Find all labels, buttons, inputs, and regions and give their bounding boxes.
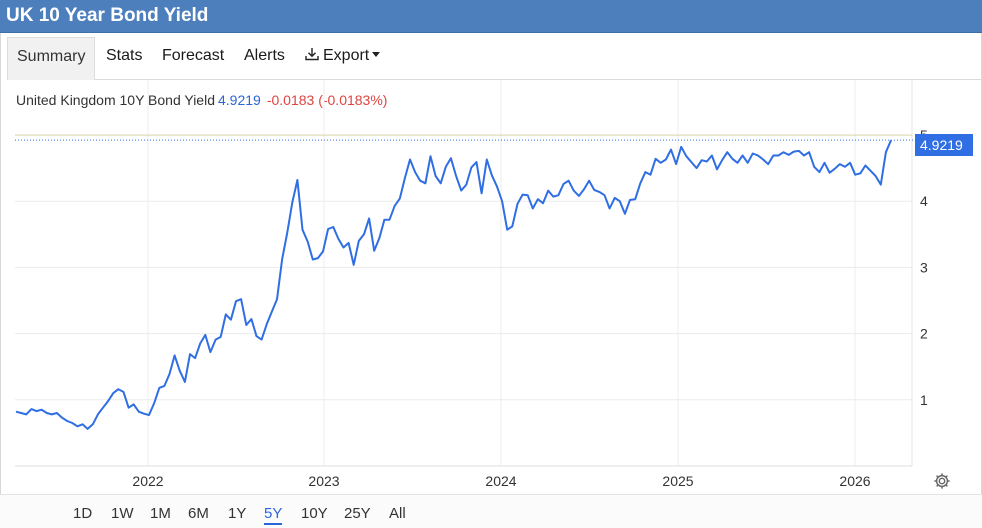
- tab-bar: Summary Stats Forecast Alerts Export: [7, 37, 982, 80]
- range-10y-button[interactable]: 10Y: [301, 505, 328, 522]
- x-axis-ticks: 2022 2023 2024 2025 2026: [132, 473, 870, 489]
- x-tick-label: 2026: [839, 473, 870, 489]
- y-tick-label: 1: [920, 392, 928, 408]
- x-tick-label: 2023: [308, 473, 339, 489]
- y-axis-ticks: 12345: [920, 127, 928, 408]
- x-tick-label: 2024: [485, 473, 516, 489]
- range-1d-button[interactable]: 1D: [73, 505, 93, 522]
- chart-series: [15, 134, 915, 430]
- export-dropdown[interactable]: Export: [304, 37, 381, 80]
- range-1m-button[interactable]: 1M: [150, 505, 171, 522]
- range-6m-button[interactable]: 6M: [188, 505, 209, 522]
- range-all-button[interactable]: All: [389, 505, 406, 522]
- range-1w-button[interactable]: 1W: [111, 505, 134, 522]
- instrument-name: United Kingdom 10Y Bond Yield: [16, 92, 215, 108]
- range-1y-button[interactable]: 1Y: [228, 505, 247, 522]
- download-icon: [305, 48, 319, 61]
- y-tick-label: 4: [920, 193, 928, 209]
- tab-stats[interactable]: Stats: [106, 47, 143, 64]
- y-tick-label: 2: [920, 326, 928, 342]
- tab-forecast[interactable]: Forecast: [162, 47, 225, 64]
- x-tick-label: 2022: [132, 473, 163, 489]
- tab-alerts[interactable]: Alerts: [244, 47, 285, 64]
- gear-icon[interactable]: [933, 472, 951, 490]
- x-tick-label: 2025: [662, 473, 693, 489]
- export-label: Export: [323, 47, 370, 64]
- chart-grid: [15, 80, 913, 467]
- current-price: 4.9219: [218, 92, 261, 108]
- price-change: -0.0183 (-0.0183%): [266, 92, 388, 108]
- series-line: [15, 139, 892, 430]
- range-25y-button[interactable]: 25Y: [344, 505, 371, 522]
- chevron-down-icon: [372, 52, 381, 57]
- last-price-tag: 4.9219: [915, 134, 973, 156]
- y-tick-label: 3: [920, 259, 928, 275]
- tab-summary[interactable]: Summary: [7, 37, 96, 80]
- page-title: UK 10 Year Bond Yield: [0, 0, 982, 33]
- range-5y-button[interactable]: 5Y: [264, 505, 283, 525]
- range-selector: 1D 1W 1M 6M 1Y 5Y 10Y 25Y All: [0, 494, 982, 528]
- quote-line: United Kingdom 10Y Bond Yield 4.9219 -0.01…: [16, 92, 387, 108]
